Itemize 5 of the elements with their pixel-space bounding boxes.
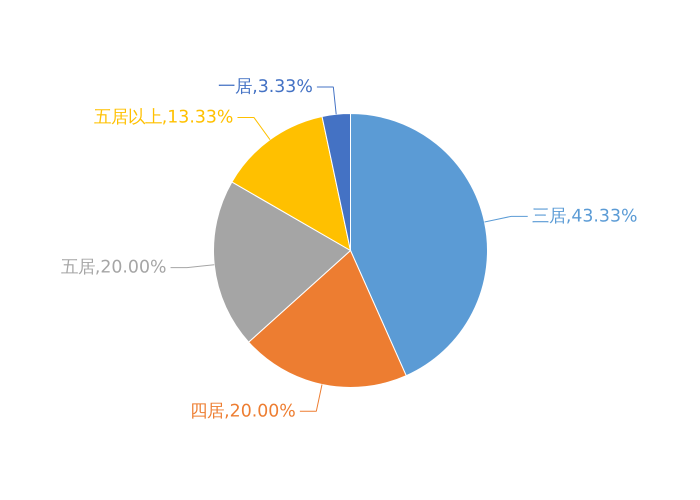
slice-label: 一居,3.33% — [218, 77, 313, 97]
slice-label: 五居,20.00% — [60, 258, 166, 278]
slice-label: 三居,43.33% — [532, 206, 638, 226]
slice-label: 四居,20.00% — [190, 401, 296, 422]
slice-label: 五居以上,13.33% — [94, 107, 234, 128]
